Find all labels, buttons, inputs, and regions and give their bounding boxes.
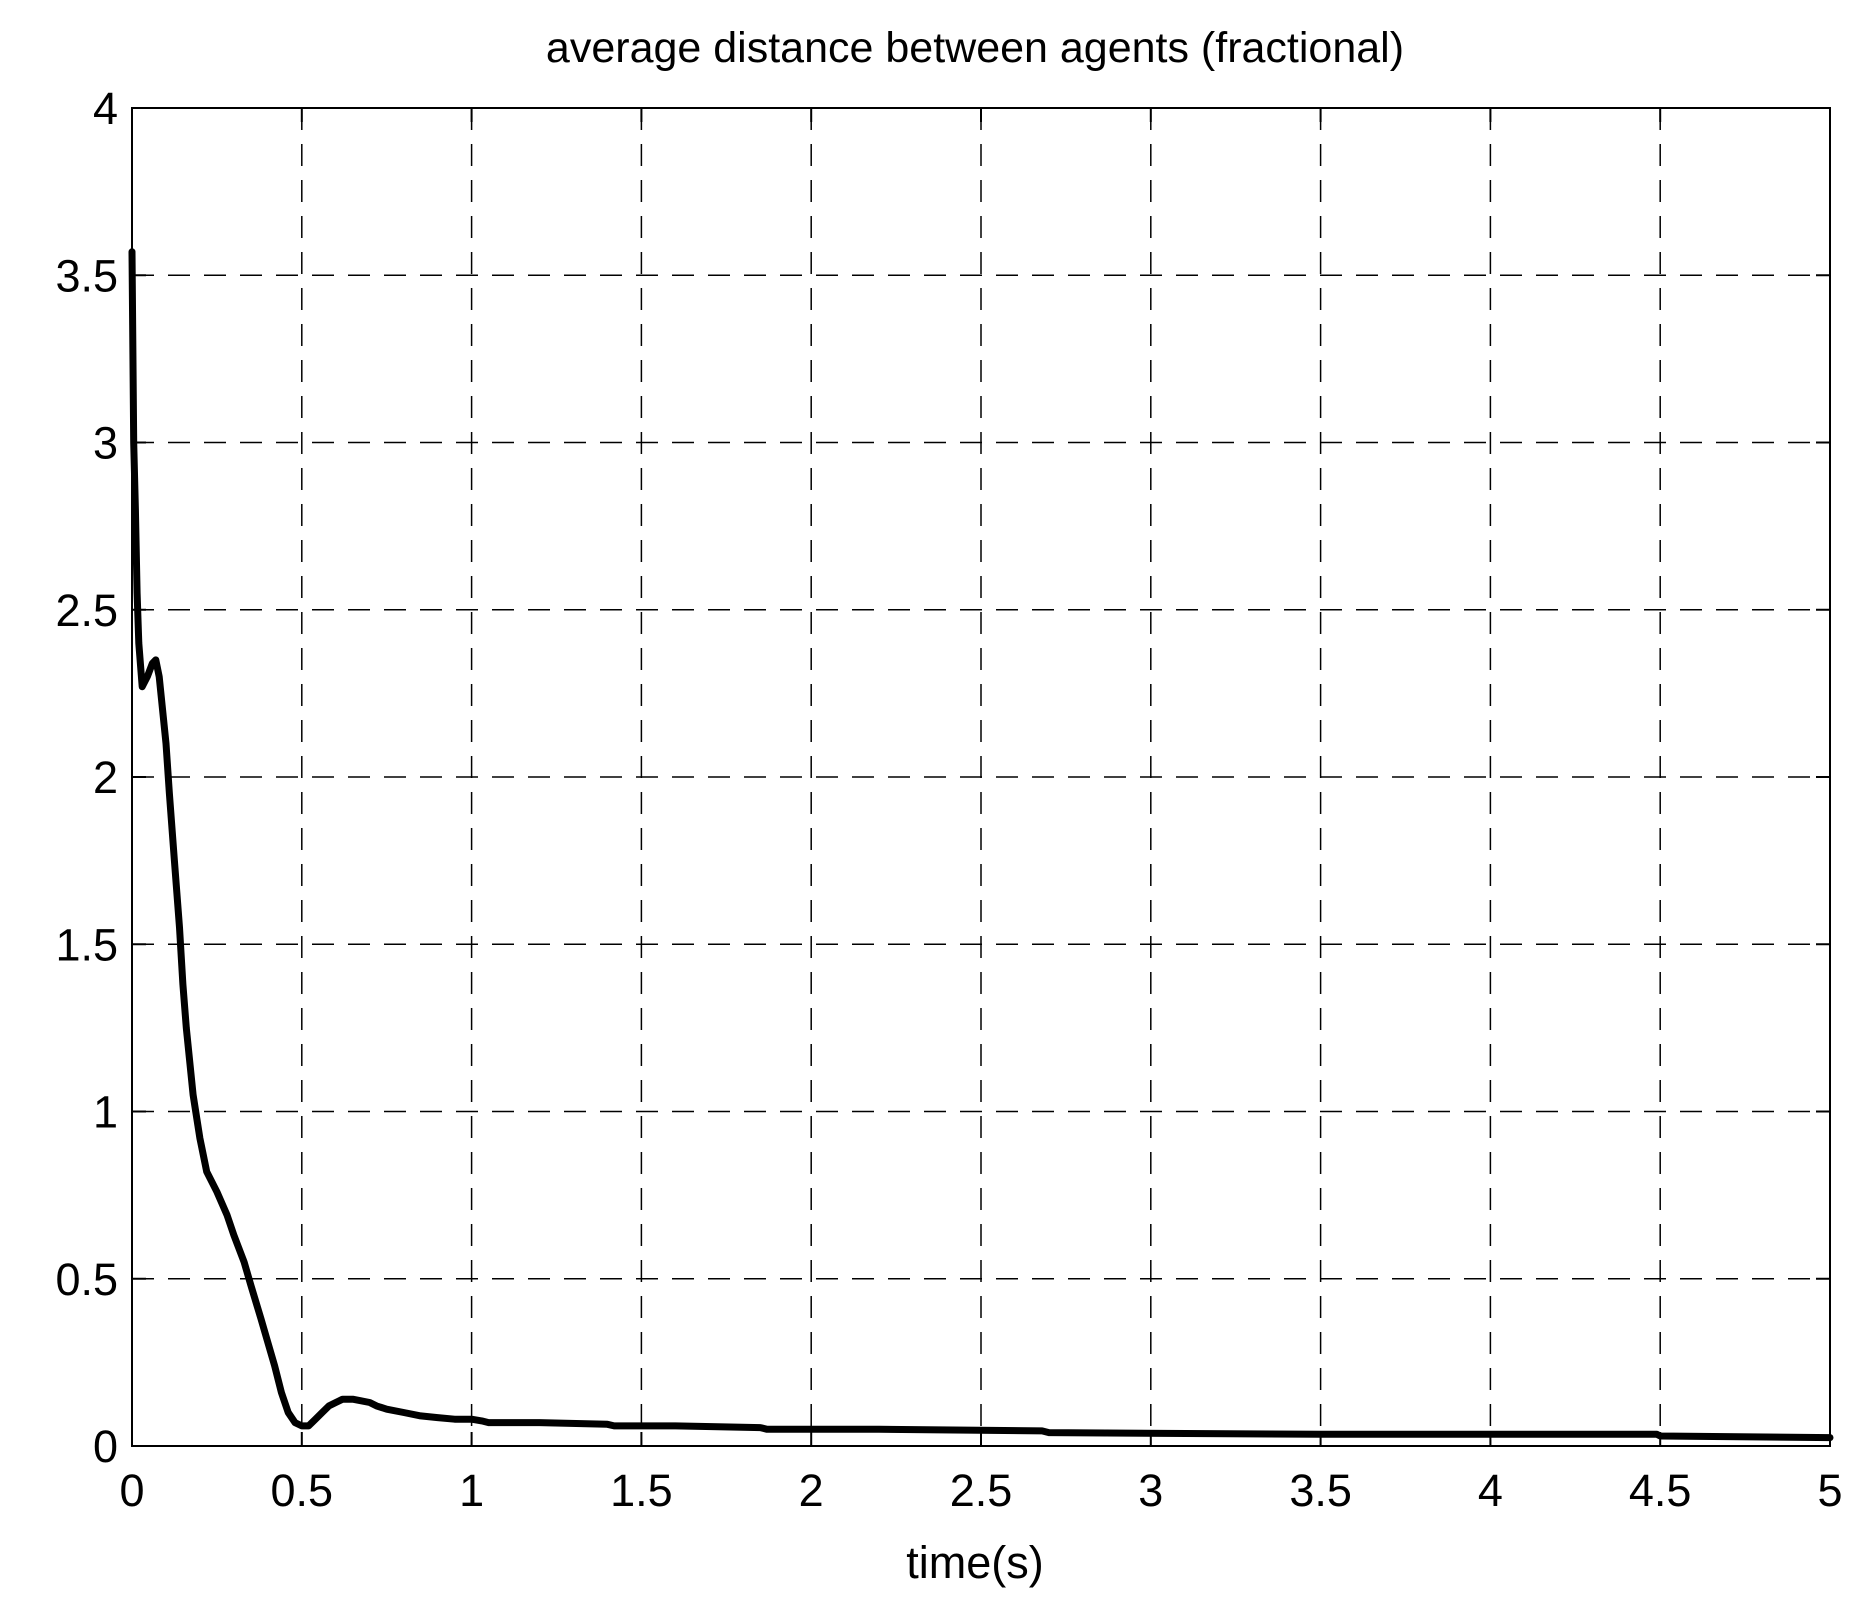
axis-ticks [131, 107, 1831, 1447]
series-layer [128, 248, 1834, 1442]
y-tick-label-2: 1 [93, 1087, 118, 1138]
x-tick-label-3: 1.5 [610, 1465, 673, 1516]
y-tick-label-4: 2 [93, 752, 118, 803]
y-tick-label-3: 1.5 [55, 919, 118, 970]
y-tick-label-0: 0 [93, 1421, 118, 1472]
x-tick-label-8: 4 [1478, 1465, 1503, 1516]
y-tick-label-5: 2.5 [55, 585, 118, 636]
series-line-0 [128, 248, 1834, 1442]
chart-title: average distance between agents (fractio… [546, 24, 1404, 72]
y-tick-label-8: 4 [93, 83, 118, 134]
x-tick-label-6: 3 [1138, 1465, 1163, 1516]
grid [132, 108, 1830, 1446]
x-tick-label-5: 2.5 [950, 1465, 1013, 1516]
y-tick-label-7: 3.5 [55, 250, 118, 301]
y-tick-label-6: 3 [93, 418, 118, 469]
y-tick-label-1: 0.5 [55, 1254, 118, 1305]
x-axis-label: time(s) [906, 1537, 1043, 1588]
x-tick-label-2: 1 [459, 1465, 484, 1516]
x-tick-label-4: 2 [799, 1465, 824, 1516]
x-tick-label-9: 4.5 [1629, 1465, 1692, 1516]
x-tick-label-7: 3.5 [1289, 1465, 1352, 1516]
tick-labels: 0 0.5 1 1.5 2 2.5 3 3.5 4 4.5 5 0 0.5 1 1.5 2 2.5 3 3.5 4 [55, 83, 1842, 1516]
x-tick-label-1: 0.5 [271, 1465, 334, 1516]
x-tick-label-10: 5 [1817, 1465, 1842, 1516]
x-tick-label-0: 0 [119, 1465, 144, 1516]
